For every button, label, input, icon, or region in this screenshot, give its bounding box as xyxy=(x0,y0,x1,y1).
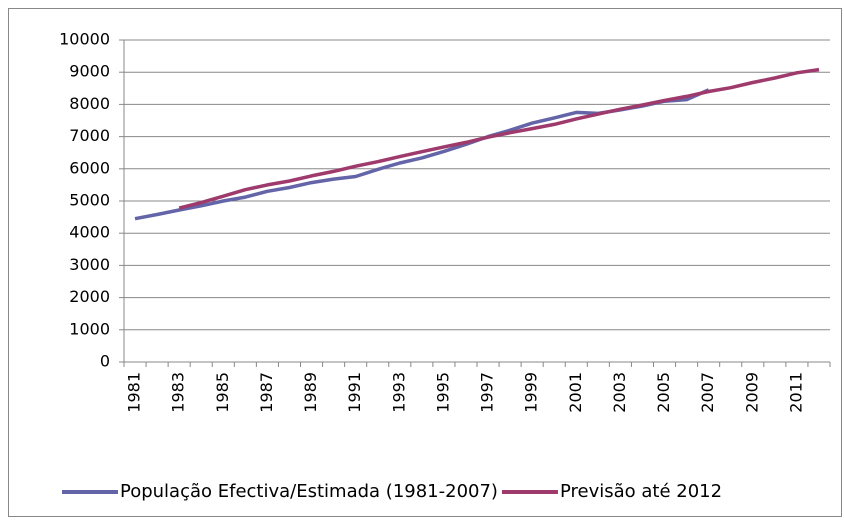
y-tick-label: 3000 xyxy=(69,255,110,274)
legend: População Efectiva/Estimada (1981-2007) P… xyxy=(62,481,722,502)
x-tick-label: 1999 xyxy=(522,372,541,413)
y-tick-label: 7000 xyxy=(69,126,110,145)
x-tick-label: 1993 xyxy=(389,372,408,413)
y-tick-label: 1000 xyxy=(69,319,110,338)
x-tick-label: 1987 xyxy=(257,372,276,413)
y-tick-label: 8000 xyxy=(69,94,110,113)
y-tick-label: 5000 xyxy=(69,191,110,210)
x-tick-label: 2001 xyxy=(566,372,585,413)
y-tick-label: 2000 xyxy=(69,287,110,306)
x-tick-label: 1989 xyxy=(301,372,320,413)
x-tick-label: 1983 xyxy=(169,372,188,413)
x-tick-label: 2005 xyxy=(654,372,673,413)
x-tick-label: 2003 xyxy=(610,372,629,413)
y-tick-label: 6000 xyxy=(69,158,110,177)
x-tick-label: 1997 xyxy=(478,372,497,413)
chart-frame xyxy=(8,8,842,517)
legend-label: Previsão até 2012 xyxy=(560,481,722,502)
x-tick-label: 1991 xyxy=(345,372,364,413)
y-tick-label: 9000 xyxy=(69,62,110,81)
y-tick-label: 0 xyxy=(100,352,110,371)
x-tick-label: 1985 xyxy=(213,372,232,413)
x-tick-label: 2007 xyxy=(698,372,717,413)
y-tick-label: 4000 xyxy=(69,223,110,242)
x-tick-label: 1981 xyxy=(125,372,144,413)
x-tick-label: 2009 xyxy=(742,372,761,413)
x-tick-label: 1995 xyxy=(433,372,452,413)
y-tick-label: 10000 xyxy=(59,30,110,49)
series-line xyxy=(178,67,820,210)
x-tick-label: 2011 xyxy=(786,372,805,413)
legend-label: População Efectiva/Estimada (1981-2007) xyxy=(120,481,498,502)
